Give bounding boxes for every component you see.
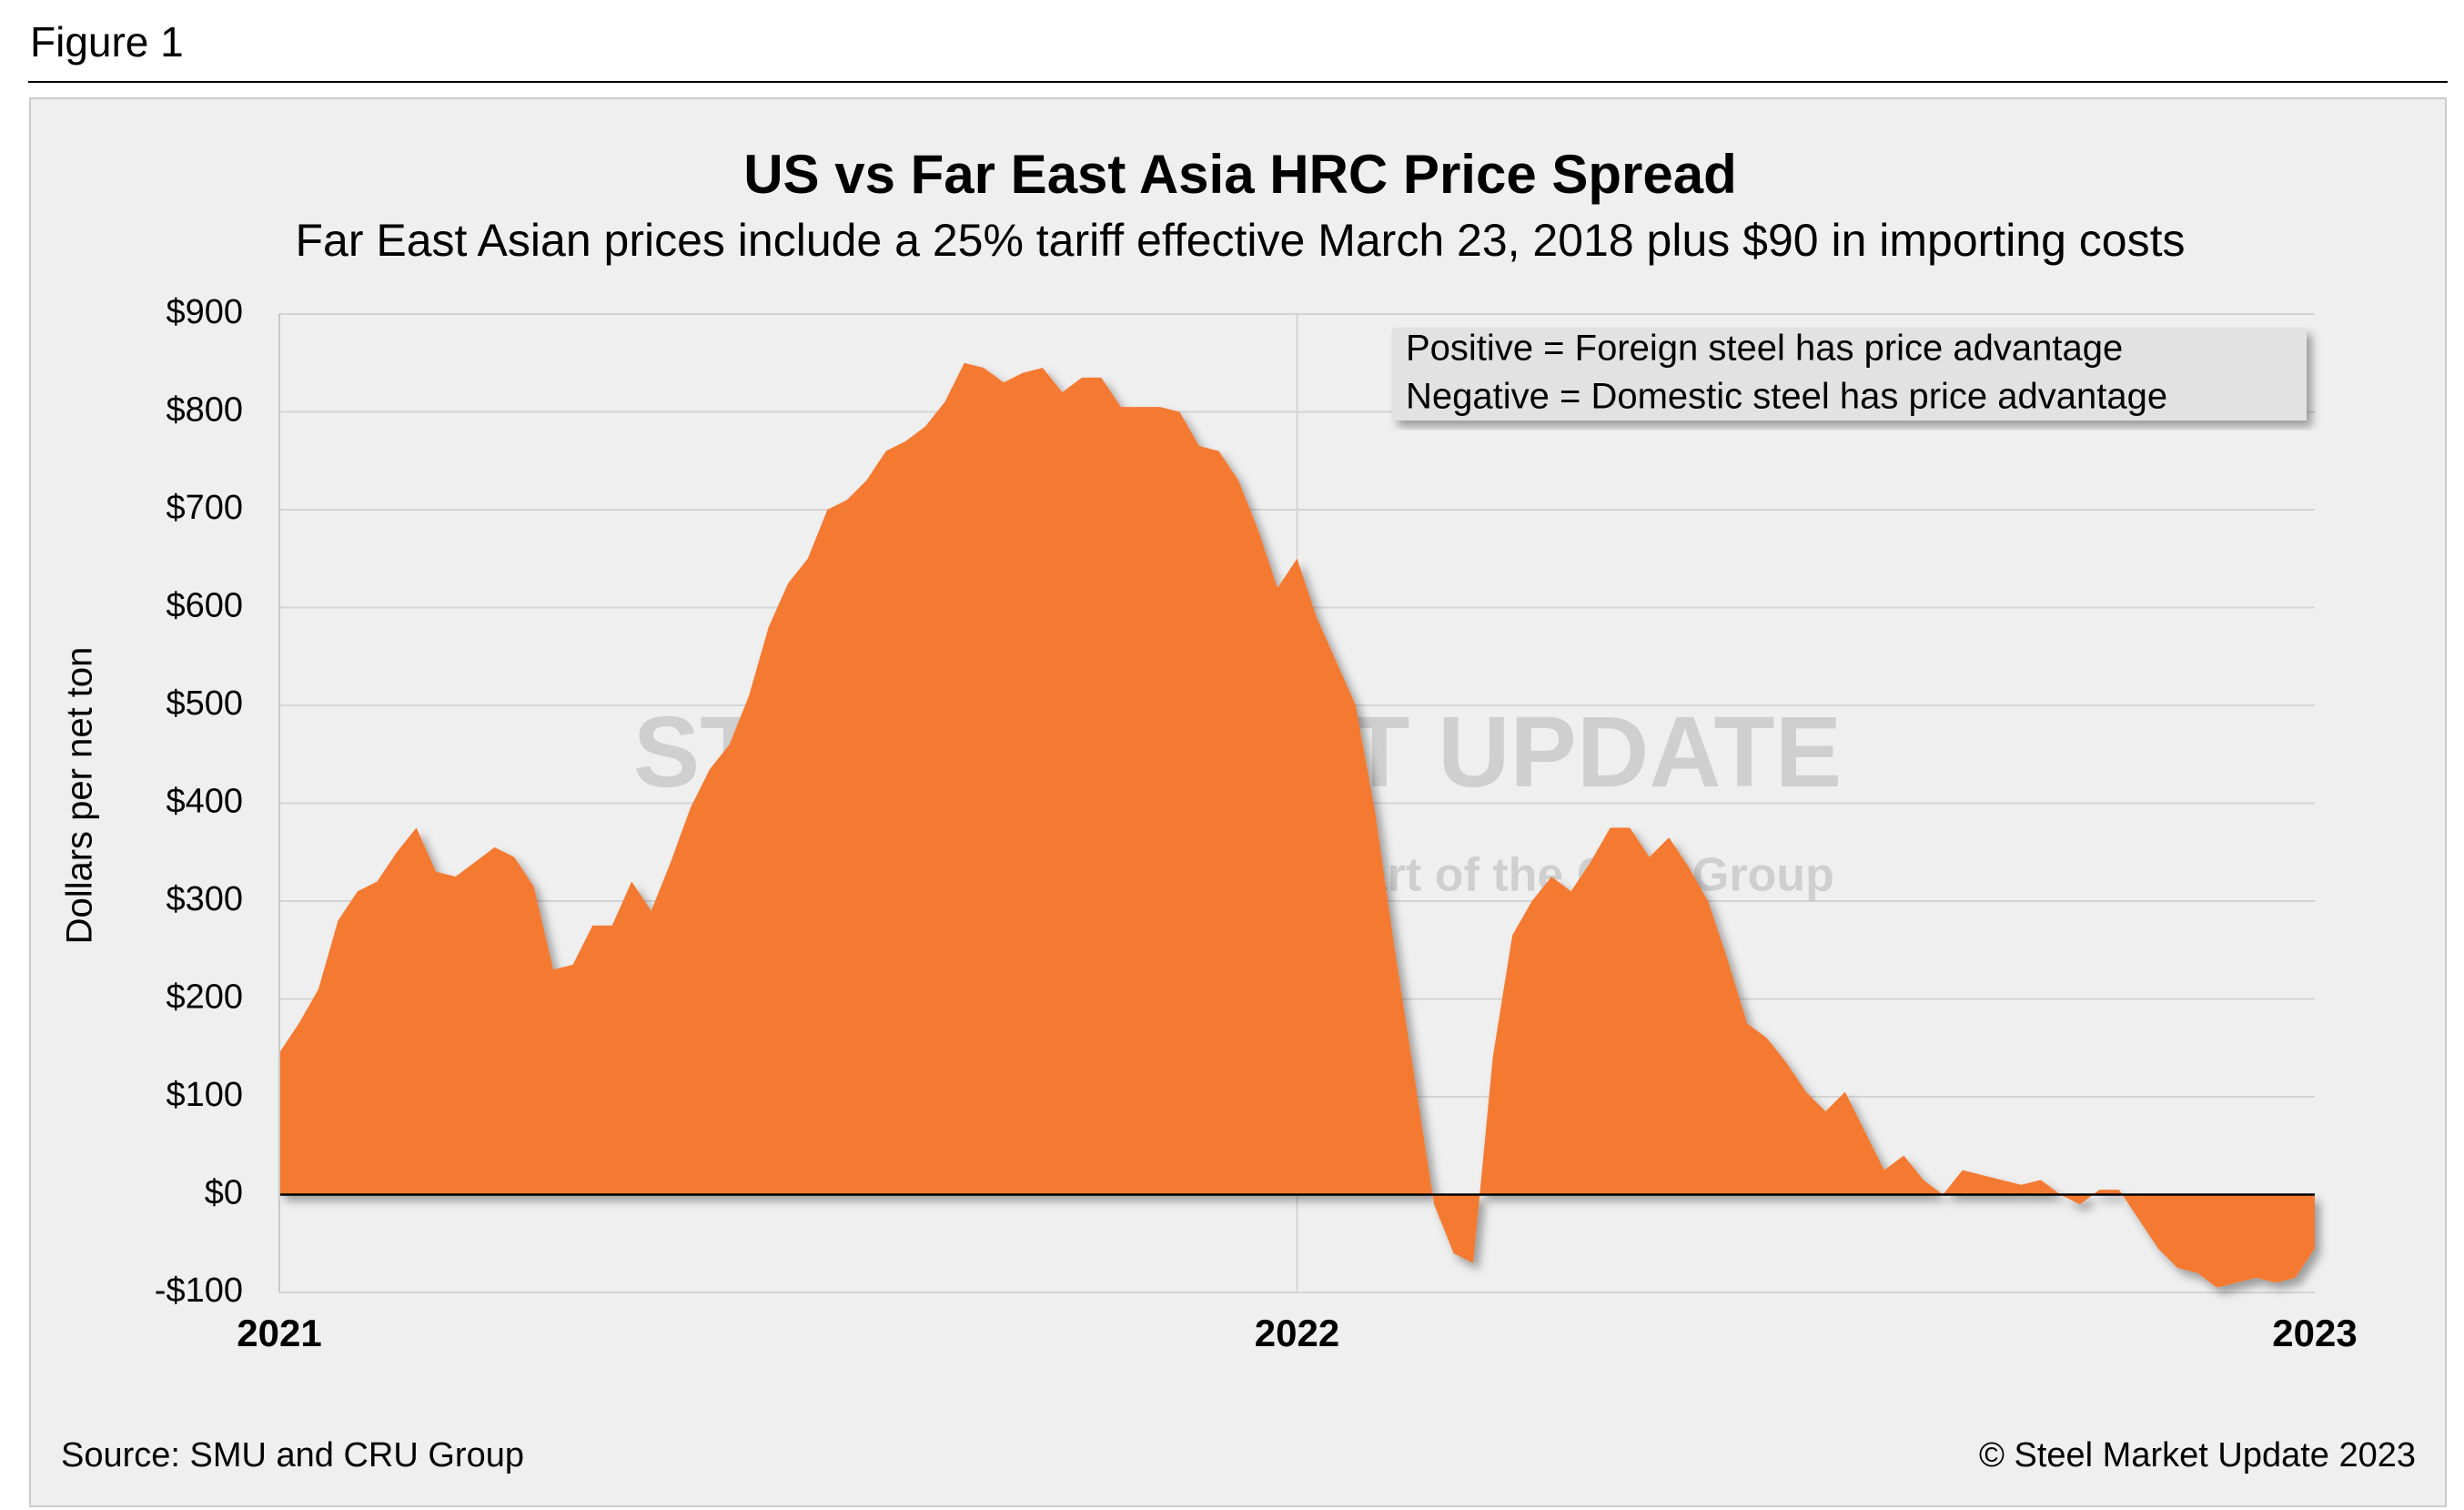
chart-subtitle: Far East Asian prices include a 25% tari… bbox=[295, 215, 2185, 266]
y-tick-label: $800 bbox=[166, 391, 243, 430]
annotation: Positive = Foreign steel has price advan… bbox=[1392, 328, 2307, 421]
y-axis-label: Dollars per net ton bbox=[60, 647, 100, 945]
figure-label: Figure 1 bbox=[30, 18, 184, 66]
y-tick-label: $300 bbox=[166, 880, 243, 918]
x-tick-label: 2023 bbox=[2272, 1312, 2357, 1354]
plot-area: -$100 $0 $100 $200 $300 $400 $500 $600 $700 $800 $… bbox=[155, 293, 2358, 1354]
chart-title: US vs Far East Asia HRC Price Spread bbox=[743, 144, 1737, 205]
copyright: © Steel Market Update 2023 bbox=[1979, 1436, 2416, 1475]
x-tick-label: 2022 bbox=[1255, 1312, 1339, 1354]
y-tick-label: $100 bbox=[166, 1076, 243, 1114]
y-tick-label: $200 bbox=[166, 978, 243, 1017]
annotation-text: Negative = Domestic steel has price adva… bbox=[1406, 377, 2167, 417]
y-tick-label: $600 bbox=[166, 587, 243, 625]
annotation-box bbox=[1392, 328, 2307, 421]
y-tick-label: $900 bbox=[166, 293, 243, 331]
y-tick-label: -$100 bbox=[155, 1272, 243, 1310]
annotation-text: Positive = Foreign steel has price advan… bbox=[1406, 329, 2123, 369]
y-tick-label: $700 bbox=[166, 489, 243, 527]
y-tick-label: $500 bbox=[166, 684, 243, 723]
y-tick-label: $0 bbox=[205, 1174, 243, 1212]
source: Source: SMU and CRU Group bbox=[61, 1436, 524, 1475]
y-tick-label: $400 bbox=[166, 783, 243, 821]
area bbox=[279, 362, 2315, 1288]
x-tick-label: 2021 bbox=[237, 1312, 321, 1354]
